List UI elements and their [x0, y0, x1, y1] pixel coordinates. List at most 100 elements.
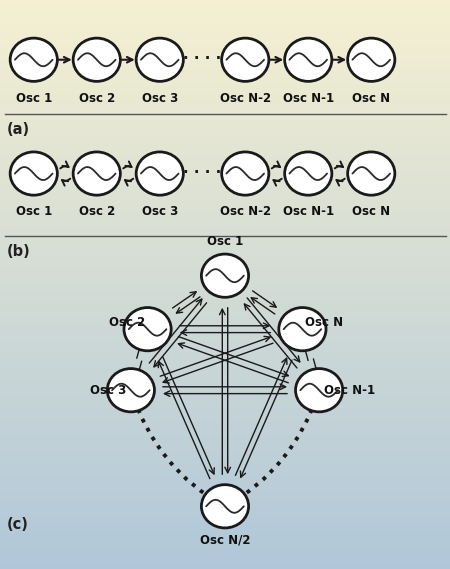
Bar	[0, 7, 450, 9]
Bar	[0, 525, 450, 526]
Bar	[0, 384, 450, 386]
Bar	[0, 386, 450, 387]
Ellipse shape	[202, 254, 248, 298]
Bar	[0, 434, 450, 435]
Bar	[0, 354, 450, 356]
Bar	[0, 347, 450, 348]
Bar	[0, 215, 450, 216]
Bar	[0, 473, 450, 475]
Bar	[0, 71, 450, 72]
Bar	[0, 98, 450, 100]
Bar	[0, 536, 450, 538]
Bar	[0, 91, 450, 92]
Bar	[0, 34, 450, 36]
Ellipse shape	[279, 308, 326, 351]
Bar	[0, 464, 450, 465]
Bar	[0, 18, 450, 20]
Bar	[0, 494, 450, 495]
Text: Osc N-2: Osc N-2	[220, 92, 271, 105]
Bar	[0, 556, 450, 558]
Bar	[0, 178, 450, 179]
Bar	[0, 509, 450, 511]
Bar	[0, 93, 450, 94]
Bar	[0, 187, 450, 188]
Bar	[0, 397, 450, 398]
Bar	[0, 70, 450, 71]
Bar	[0, 380, 450, 381]
Bar	[0, 401, 450, 403]
Bar	[0, 189, 450, 191]
Bar	[0, 406, 450, 407]
Bar	[0, 500, 450, 501]
Bar	[0, 333, 450, 335]
Bar	[0, 320, 450, 321]
Bar	[0, 420, 450, 421]
Bar	[0, 23, 450, 24]
Bar	[0, 3, 450, 4]
Bar	[0, 283, 450, 284]
Bar	[0, 68, 450, 70]
Bar	[0, 155, 450, 156]
Bar	[0, 36, 450, 37]
Bar	[0, 128, 450, 130]
Bar	[0, 388, 450, 390]
Bar	[0, 100, 450, 101]
Bar	[0, 443, 450, 444]
Bar	[0, 545, 450, 546]
Bar	[0, 211, 450, 212]
Bar	[0, 335, 450, 336]
Text: Osc 2: Osc 2	[79, 205, 115, 218]
Bar	[0, 381, 450, 383]
Bar	[0, 325, 450, 327]
Bar	[0, 467, 450, 468]
Bar	[0, 244, 450, 245]
Bar	[0, 469, 450, 471]
Bar	[0, 444, 450, 445]
Bar	[0, 249, 450, 250]
Bar	[0, 324, 450, 325]
Bar	[0, 170, 450, 171]
Bar	[0, 162, 450, 164]
Bar	[0, 477, 450, 478]
Bar	[0, 124, 450, 125]
Bar	[0, 203, 450, 205]
Bar	[0, 0, 450, 2]
Bar	[0, 172, 450, 174]
Bar	[0, 409, 450, 410]
Bar	[0, 426, 450, 427]
Bar	[0, 90, 450, 91]
Bar	[0, 461, 450, 462]
Bar	[0, 73, 450, 74]
Bar	[0, 478, 450, 479]
Bar	[0, 452, 450, 454]
Bar	[0, 39, 450, 40]
Bar	[0, 303, 450, 304]
Text: Osc 3: Osc 3	[142, 205, 178, 218]
Bar	[0, 101, 450, 102]
Bar	[0, 259, 450, 261]
Bar	[0, 43, 450, 44]
Bar	[0, 30, 450, 31]
Bar	[0, 261, 450, 262]
Bar	[0, 114, 450, 116]
Bar	[0, 50, 450, 51]
Bar	[0, 421, 450, 422]
Bar	[0, 52, 450, 54]
Bar	[0, 245, 450, 246]
Bar	[0, 10, 450, 11]
Bar	[0, 191, 450, 192]
Bar	[0, 451, 450, 452]
Bar	[0, 492, 450, 494]
Bar	[0, 357, 450, 358]
Bar	[0, 313, 450, 314]
Bar	[0, 542, 450, 543]
Bar	[0, 51, 450, 53]
Bar	[0, 208, 450, 209]
Bar	[0, 88, 450, 90]
Bar	[0, 340, 450, 341]
Bar	[0, 394, 450, 395]
Text: Osc 3: Osc 3	[90, 384, 126, 397]
Bar	[0, 182, 450, 183]
Bar	[0, 121, 450, 122]
Bar	[0, 174, 450, 175]
